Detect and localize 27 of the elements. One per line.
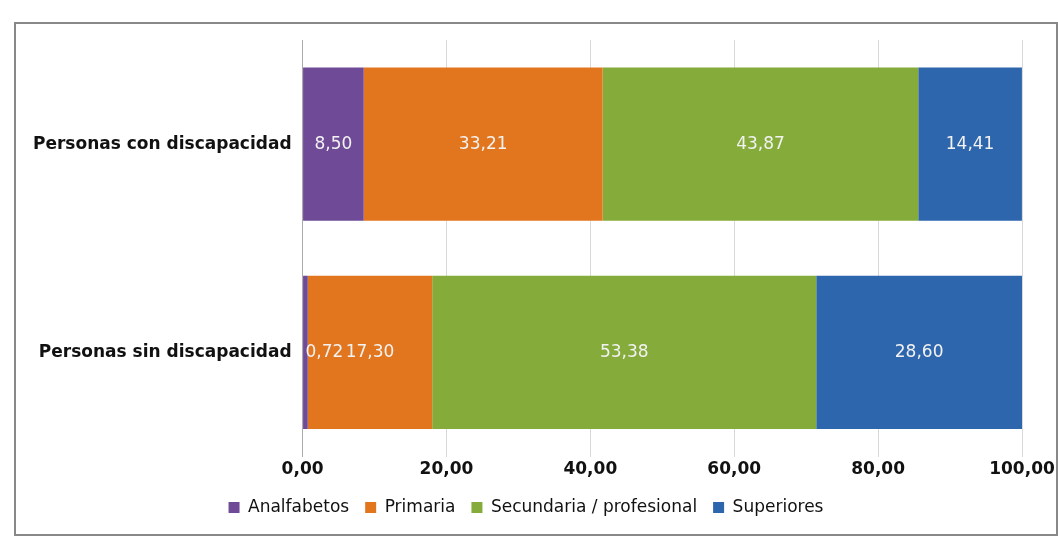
- legend-label: Secundaria / profesional: [490, 495, 698, 516]
- legend-label: Superiores: [732, 495, 824, 516]
- data-label: 17,30: [345, 340, 395, 361]
- x-tick-label: 80,00: [851, 458, 906, 479]
- data-label: 8,50: [314, 132, 353, 153]
- x-tick-label: 40,00: [563, 458, 618, 479]
- bar: [303, 67, 364, 221]
- y-tick-label: Personas con discapacidad: [33, 132, 292, 153]
- legend-label: Analfabetos: [248, 495, 350, 516]
- bar: [918, 67, 1022, 221]
- bar: [432, 275, 817, 430]
- x-tick-label: 100,00: [989, 458, 1055, 479]
- bar: [307, 275, 433, 430]
- data-label: 14,41: [945, 132, 995, 153]
- x-tick-label: 0,00: [281, 458, 324, 479]
- data-label: 28,60: [894, 340, 944, 361]
- y-tick-label: Personas sin discapacidad: [38, 340, 292, 361]
- bar: [303, 275, 308, 430]
- bar: [363, 67, 603, 221]
- legend-label: Primaria: [384, 495, 456, 516]
- data-label: 43,87: [736, 132, 785, 153]
- x-tick-label: 20,00: [419, 458, 474, 479]
- data-label: 33,21: [458, 132, 508, 153]
- data-label: 53,38: [599, 340, 649, 361]
- x-tick-label: 60,00: [707, 458, 762, 479]
- bar: [816, 275, 1022, 430]
- bar: [602, 67, 919, 221]
